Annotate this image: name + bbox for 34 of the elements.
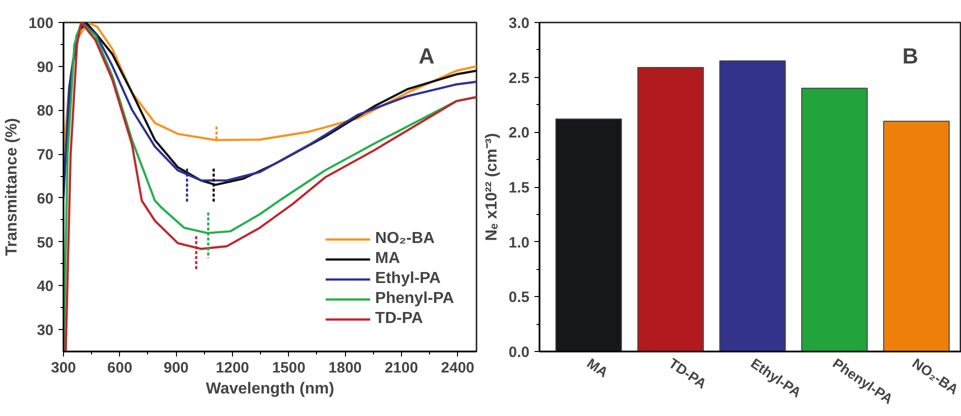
y-tick-label: 2.0	[508, 124, 530, 142]
y-tick-label: 3.0	[508, 15, 530, 32]
x-tick-label: 2400	[441, 360, 474, 376]
y-tick-label: 0.0	[508, 344, 530, 361]
y-axis-title: Nₑ x10²² (cm⁻³)	[484, 133, 501, 241]
y-tick-label: 0.5	[508, 289, 530, 306]
legend-label: NO₂-BA	[375, 230, 435, 248]
y-tick-label: 2.5	[508, 70, 530, 87]
x-tick-label: 300	[50, 360, 76, 376]
y-tick-label: 1.0	[508, 234, 530, 252]
x-tick-label: 1200	[216, 360, 250, 376]
annotation: B	[902, 44, 918, 69]
legend-label: TD-PA	[375, 310, 423, 328]
y-axis-title: Transmittance (%)	[3, 118, 20, 256]
x-tick-label: MA	[584, 354, 612, 380]
x-tick-label: 900	[164, 360, 189, 376]
y-tick-label: 90	[36, 58, 54, 76]
x-tick-label: 1500	[272, 360, 306, 376]
y-tick-label: 50	[36, 234, 54, 252]
y-tick-label: 1.5	[508, 180, 530, 196]
x-tick-label: 1800	[328, 360, 362, 376]
x-tick-label: 2100	[384, 360, 418, 376]
legend-label: MA	[375, 250, 400, 268]
y-tick-label: 100	[28, 15, 54, 32]
y-tick-label: 70	[36, 146, 54, 164]
annotation: A	[418, 44, 435, 69]
legend-label: Phenyl-PA	[375, 290, 454, 308]
y-tick-label: 80	[36, 102, 54, 120]
x-axis-title: Wavelength (nm)	[206, 380, 334, 398]
y-tick-label: 60	[36, 190, 54, 208]
y-tick-label: 40	[36, 278, 54, 296]
y-tick-label: 30	[36, 322, 54, 340]
x-tick-label: 600	[107, 360, 132, 376]
legend-label: Ethyl-PA	[375, 270, 441, 288]
